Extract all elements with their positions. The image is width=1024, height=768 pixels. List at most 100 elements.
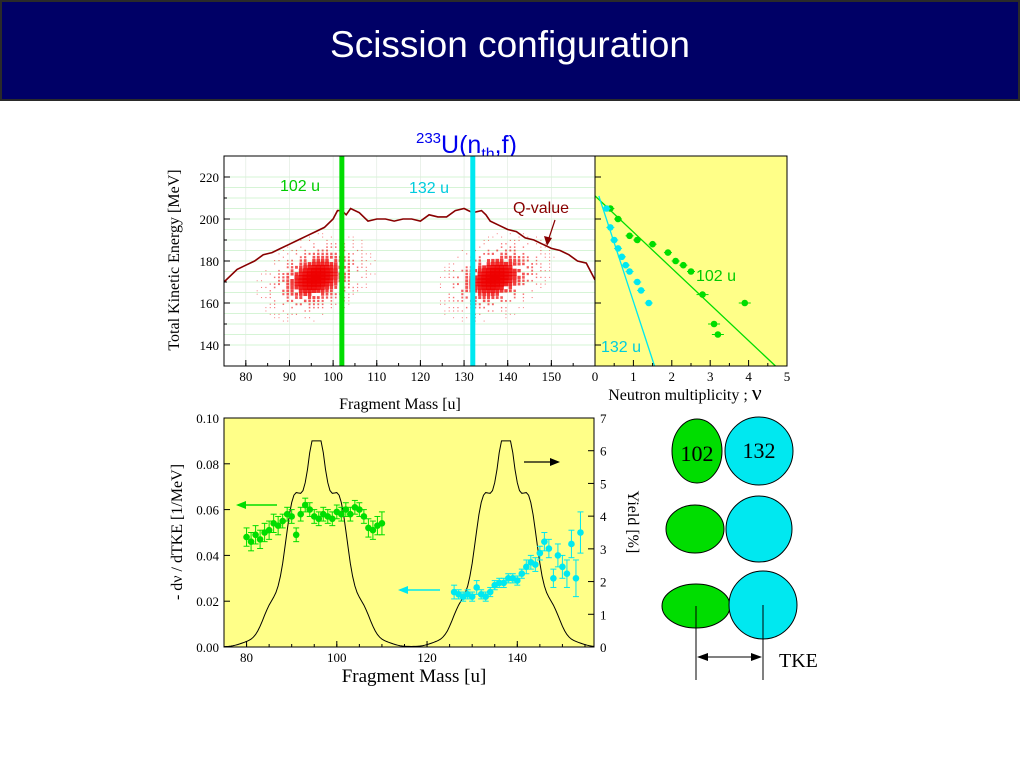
density-cell-1 [514, 246, 516, 248]
density-cell-0 [278, 276, 280, 278]
density-cell-1 [540, 240, 541, 241]
density-cell-1 [513, 282, 516, 285]
density-cell-0 [287, 253, 288, 254]
density-cell-0 [274, 304, 275, 305]
density-cell-1 [496, 296, 499, 299]
density-cell-1 [540, 277, 541, 278]
density-cell-1 [501, 246, 503, 248]
data-point-cyan [568, 541, 575, 548]
data-point-cyan [607, 224, 614, 231]
density-cell-1 [522, 273, 525, 276]
density-cell-1 [510, 314, 511, 315]
data-point-cyan [619, 253, 626, 260]
density-cell-1 [509, 286, 512, 289]
density-cell-0 [357, 267, 359, 269]
density-cell-1 [549, 250, 550, 251]
density-cell-1 [509, 250, 511, 252]
density-cell-1 [500, 296, 503, 299]
density-cell-0 [291, 289, 294, 292]
data-point-cyan [603, 205, 610, 212]
density-cell-0 [366, 270, 367, 271]
density-cell-0 [322, 314, 323, 315]
data-point-green [672, 258, 679, 265]
density-cell-0 [322, 237, 323, 238]
density-cell-0 [353, 287, 354, 288]
density-cell-1 [483, 307, 485, 309]
density-cell-1 [462, 321, 463, 322]
data-point-cyan [622, 262, 629, 269]
density-cell-1 [514, 250, 516, 252]
density-cell-1 [495, 262, 499, 266]
density-cell-0 [305, 317, 306, 318]
density-cell-0 [278, 314, 279, 315]
density-cell-1 [483, 300, 486, 303]
density-cell-0 [353, 243, 354, 244]
density-cell-0 [274, 277, 275, 278]
y2-tick-label: 2 [600, 575, 607, 590]
density-cell-1 [444, 314, 445, 315]
data-point-cyan [615, 245, 622, 252]
density-cell-0 [361, 260, 362, 261]
density-cell-1 [449, 273, 450, 274]
density-cell-1 [523, 246, 524, 247]
density-cell-1 [488, 253, 490, 255]
density-cell-1 [505, 307, 506, 308]
density-cell-0 [348, 266, 350, 268]
dnu-dtke-ylabel: - dν / dTKE [1/MeV] [169, 464, 186, 600]
density-cell-1 [449, 270, 450, 271]
density-cell-0 [366, 260, 367, 261]
density-cell-1 [482, 265, 486, 269]
density-cell-0 [270, 297, 271, 298]
density-cell-1 [540, 267, 541, 268]
density-cell-0 [331, 304, 332, 305]
density-cell-1 [461, 297, 463, 299]
density-cell-1 [531, 263, 533, 265]
density-cell-0 [278, 280, 280, 282]
y2-tick-label: 7 [600, 411, 607, 426]
density-cell-0 [290, 279, 293, 282]
density-cell-0 [330, 286, 333, 289]
y-tick-label: 180 [200, 254, 220, 269]
density-cell-1 [540, 284, 541, 285]
density-cell-0 [308, 262, 312, 266]
density-cell-0 [304, 310, 305, 311]
density-cell-1 [457, 310, 458, 311]
density-cell-1 [500, 253, 502, 255]
density-cell-0 [357, 270, 359, 272]
density-cell-1 [478, 269, 482, 273]
density-cell-0 [278, 260, 279, 261]
density-cell-0 [313, 307, 315, 309]
density-cell-1 [519, 307, 520, 308]
density-cell-1 [514, 297, 516, 299]
dnu-dtke-xlabel: Fragment Mass [u] [342, 666, 487, 687]
density-cell-0 [312, 296, 315, 299]
density-cell-0 [334, 256, 337, 259]
density-cell-0 [309, 310, 310, 311]
density-cell-1 [505, 300, 507, 302]
density-cell-0 [304, 300, 307, 303]
y-tick-label: 0.02 [196, 594, 219, 609]
density-cell-1 [518, 256, 520, 258]
y-tick-label: 0.10 [196, 411, 219, 426]
density-cell-0 [278, 270, 279, 271]
density-cell-1 [444, 277, 445, 278]
density-cell-0 [286, 276, 289, 279]
density-cell-1 [505, 314, 506, 315]
density-cell-0 [353, 237, 354, 238]
density-cell-1 [513, 256, 516, 259]
density-cell-0 [348, 304, 349, 305]
density-cell-1 [540, 270, 541, 271]
density-cell-1 [545, 284, 546, 285]
density-cell-1 [509, 256, 512, 259]
density-cell-0 [291, 293, 294, 296]
density-cell-0 [296, 253, 297, 254]
density-cell-0 [330, 293, 332, 295]
density-cell-1 [453, 270, 454, 271]
density-cell-1 [453, 307, 454, 308]
density-cell-0 [291, 260, 293, 262]
density-cell-0 [348, 287, 350, 289]
density-cell-0 [352, 263, 354, 265]
y-tick-label: 0.06 [196, 503, 219, 518]
density-cell-0 [361, 243, 362, 244]
density-cell-0 [326, 296, 328, 298]
